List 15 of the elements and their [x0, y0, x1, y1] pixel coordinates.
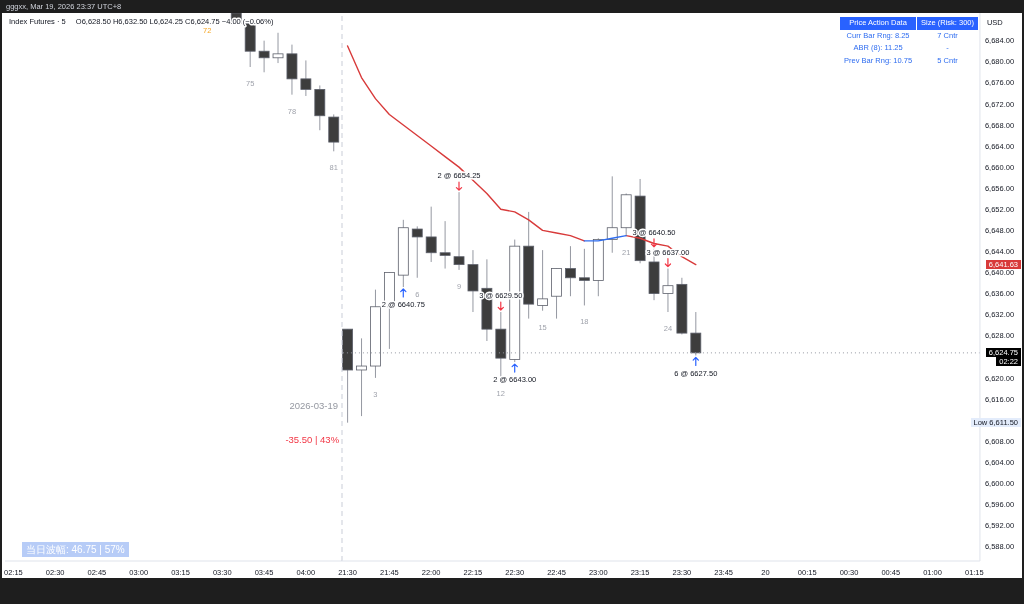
candlestick [579, 248, 590, 306]
candlestick [300, 59, 312, 97]
candlestick [425, 206, 437, 263]
candlestick [565, 245, 576, 297]
candlestick [272, 32, 284, 64]
candlestick [537, 249, 549, 312]
candlestick [453, 191, 465, 271]
candlestick [662, 268, 674, 313]
candlestick [258, 40, 270, 73]
candlestick [606, 175, 618, 254]
ref-line-label: 2026-03-19 [289, 399, 339, 411]
annotation: -35.50 | 43% [285, 434, 340, 445]
candlestick [411, 225, 423, 279]
candlestick [439, 220, 451, 270]
annotation: 当日波幅: 46.75 | 57% [26, 544, 125, 555]
